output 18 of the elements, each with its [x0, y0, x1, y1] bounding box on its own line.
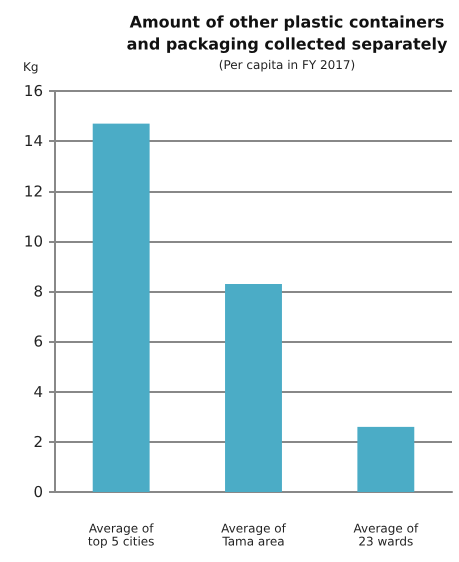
y-tick-label: 6: [33, 332, 43, 351]
x-tick-label: Average of 23 wards: [353, 522, 419, 548]
y-axis-title: Kg: [23, 60, 38, 74]
chart-title: Amount of other plastic containers and packaging collected separately: [126, 12, 448, 54]
bar: [357, 426, 414, 492]
bar: [92, 124, 150, 492]
y-tick-label: 0: [33, 483, 43, 501]
y-tick-label: 2: [33, 432, 43, 451]
y-tick-label: 8: [33, 282, 43, 300]
x-tick-label: Average of Tama area: [221, 522, 287, 548]
x-tick-label: Average of top 5 cities: [88, 522, 154, 548]
bar: [225, 284, 282, 492]
y-tick-label: 4: [33, 382, 43, 401]
chart-subtitle: (Per capita in FY 2017): [218, 58, 356, 72]
y-tick-label: 14: [24, 132, 43, 150]
y-tick-label: 16: [24, 82, 43, 100]
y-tick-label: 12: [24, 182, 43, 200]
y-tick-label: 10: [24, 232, 43, 250]
